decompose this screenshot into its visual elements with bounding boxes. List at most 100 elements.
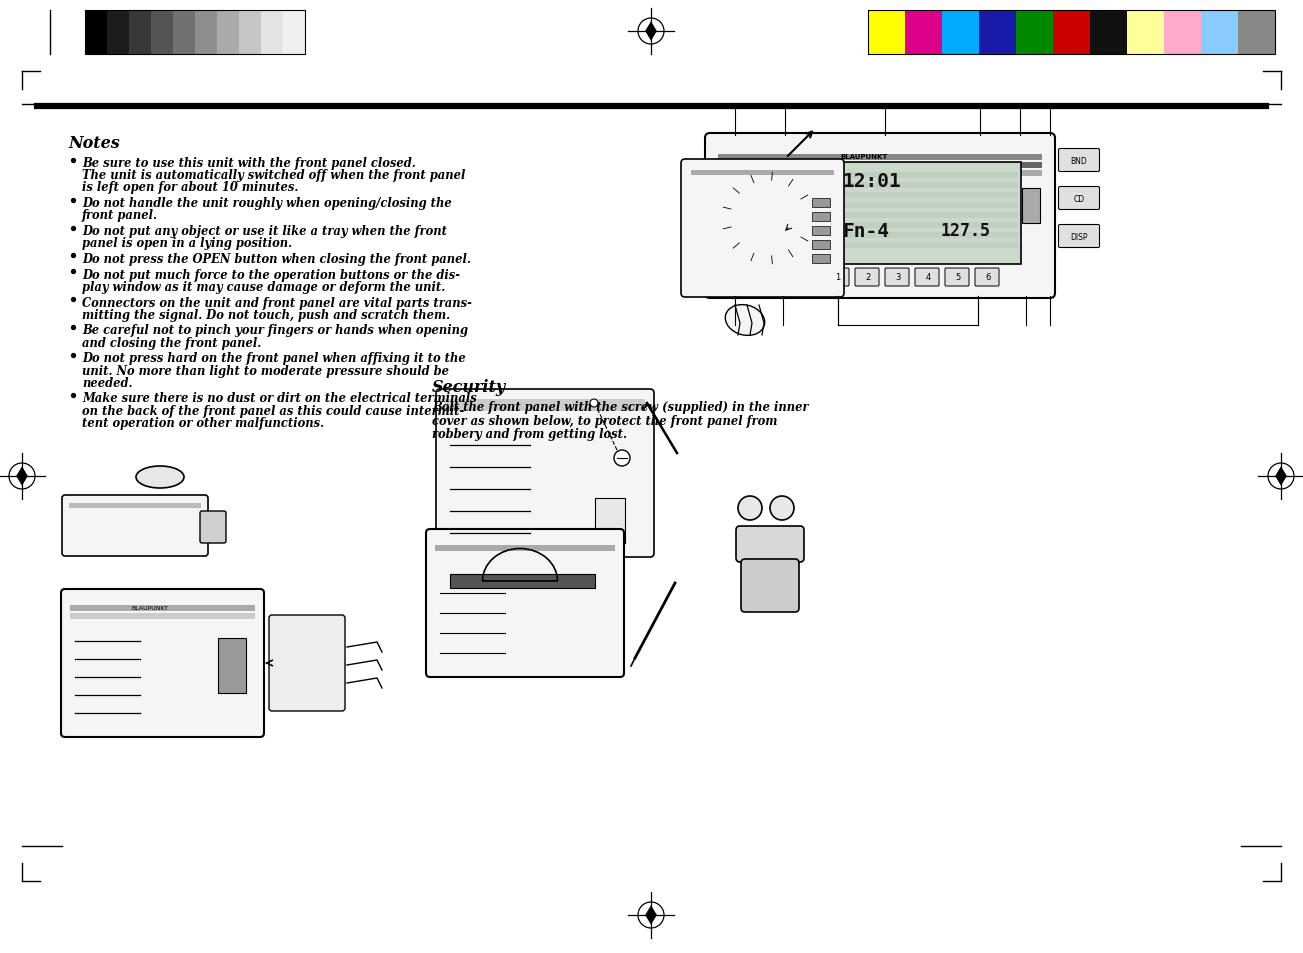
FancyBboxPatch shape	[885, 269, 909, 287]
FancyBboxPatch shape	[741, 559, 799, 613]
Text: Do not put any object or use it like a tray when the front: Do not put any object or use it like a t…	[82, 225, 447, 237]
FancyBboxPatch shape	[945, 269, 969, 287]
Circle shape	[748, 199, 788, 239]
Text: Fn-4: Fn-4	[842, 222, 889, 241]
FancyBboxPatch shape	[1058, 188, 1100, 211]
Text: 3: 3	[895, 274, 900, 282]
Circle shape	[770, 497, 794, 520]
Bar	[979, 11, 1016, 55]
Bar	[1022, 189, 1040, 224]
Polygon shape	[16, 467, 27, 486]
Bar	[85, 11, 305, 55]
Bar	[450, 575, 595, 588]
Text: Do not handle the unit roughly when opening/closing the: Do not handle the unit roughly when open…	[82, 197, 452, 210]
Bar	[218, 11, 238, 55]
Text: 12:01: 12:01	[842, 172, 900, 191]
Bar	[812, 199, 830, 208]
FancyBboxPatch shape	[705, 133, 1055, 298]
Text: mitting the signal. Do not touch, push and scratch them.: mitting the signal. Do not touch, push a…	[82, 309, 450, 321]
Text: Connectors on the unit and front panel are vital parts trans-: Connectors on the unit and front panel a…	[82, 296, 472, 309]
Text: front panel.: front panel.	[82, 209, 158, 222]
Bar	[595, 498, 625, 543]
FancyBboxPatch shape	[63, 496, 208, 557]
Text: The unit is automatically switched off when the front panel: The unit is automatically switched off w…	[82, 169, 465, 182]
Text: 5: 5	[955, 274, 960, 282]
Bar	[718, 154, 1042, 161]
Bar	[195, 11, 218, 55]
Bar	[151, 11, 173, 55]
Circle shape	[737, 497, 762, 520]
Text: and closing the front panel.: and closing the front panel.	[82, 336, 261, 349]
Text: 127.5: 127.5	[939, 222, 990, 240]
FancyBboxPatch shape	[825, 269, 850, 287]
Bar	[1201, 11, 1238, 55]
Text: unit. No more than light to moderate pressure should be: unit. No more than light to moderate pre…	[82, 364, 450, 377]
Ellipse shape	[136, 467, 184, 489]
Text: DISP: DISP	[1070, 233, 1088, 241]
Text: 6: 6	[985, 274, 990, 282]
Text: Notes: Notes	[68, 135, 120, 152]
Polygon shape	[645, 905, 657, 924]
Bar	[1091, 11, 1127, 55]
Bar	[833, 223, 1018, 229]
Text: CD: CD	[1074, 194, 1084, 203]
Bar	[435, 545, 615, 552]
Bar	[446, 399, 645, 412]
Bar	[173, 11, 195, 55]
Bar	[942, 11, 979, 55]
Polygon shape	[1276, 467, 1287, 486]
Text: BLAUPUNKT: BLAUPUNKT	[840, 153, 887, 160]
Text: Be careful not to pinch your fingers or hands when opening: Be careful not to pinch your fingers or …	[82, 324, 468, 337]
FancyBboxPatch shape	[1058, 150, 1100, 172]
Bar	[906, 11, 942, 55]
Circle shape	[734, 184, 803, 253]
FancyBboxPatch shape	[771, 269, 792, 287]
Bar	[1127, 11, 1164, 55]
Text: on the back of the front panel as this could cause intermit-: on the back of the front panel as this c…	[82, 404, 464, 417]
Text: is left open for about 10 minutes.: is left open for about 10 minutes.	[82, 181, 298, 194]
Bar	[833, 183, 1018, 189]
Bar	[868, 11, 1276, 55]
Text: 4: 4	[925, 274, 930, 282]
FancyBboxPatch shape	[268, 616, 345, 711]
Bar	[812, 254, 830, 264]
Text: 1: 1	[835, 274, 840, 282]
Bar	[833, 203, 1018, 209]
Circle shape	[590, 399, 598, 408]
Polygon shape	[645, 22, 657, 42]
Bar	[129, 11, 151, 55]
Text: Make sure there is no dust or dirt on the electrical terminals: Make sure there is no dust or dirt on th…	[82, 392, 477, 405]
Bar	[868, 11, 906, 55]
Bar	[238, 11, 261, 55]
FancyBboxPatch shape	[855, 269, 880, 287]
Bar	[1053, 11, 1091, 55]
FancyBboxPatch shape	[1058, 225, 1100, 248]
Circle shape	[721, 171, 816, 267]
FancyBboxPatch shape	[736, 526, 804, 562]
Text: robbery and from getting lost.: robbery and from getting lost.	[433, 428, 627, 440]
Bar	[833, 193, 1018, 199]
Ellipse shape	[726, 305, 765, 336]
Text: BLAUPUNKT: BLAUPUNKT	[132, 605, 168, 610]
Bar	[812, 241, 830, 250]
Text: Do not press the OPEN button when closing the front panel.: Do not press the OPEN button when closin…	[82, 253, 470, 266]
Bar	[718, 171, 1042, 177]
FancyBboxPatch shape	[437, 390, 654, 558]
FancyBboxPatch shape	[975, 269, 999, 287]
Circle shape	[614, 451, 629, 467]
FancyBboxPatch shape	[829, 163, 1022, 265]
FancyBboxPatch shape	[426, 530, 624, 678]
Text: Bolt the front panel with the screw (supplied) in the inner: Bolt the front panel with the screw (sup…	[433, 400, 808, 414]
Bar	[691, 171, 834, 175]
Text: play window as it may cause damage or deform the unit.: play window as it may cause damage or de…	[82, 280, 446, 294]
FancyBboxPatch shape	[681, 160, 844, 297]
Bar	[283, 11, 305, 55]
Text: Do not put much force to the operation buttons or the dis-: Do not put much force to the operation b…	[82, 269, 460, 281]
Bar	[833, 172, 1018, 179]
Bar	[70, 605, 255, 612]
Bar	[85, 11, 107, 55]
Text: cover as shown below, to protect the front panel from: cover as shown below, to protect the fro…	[433, 414, 778, 427]
Text: 2: 2	[865, 274, 870, 282]
Bar	[812, 227, 830, 235]
Bar	[1238, 11, 1276, 55]
